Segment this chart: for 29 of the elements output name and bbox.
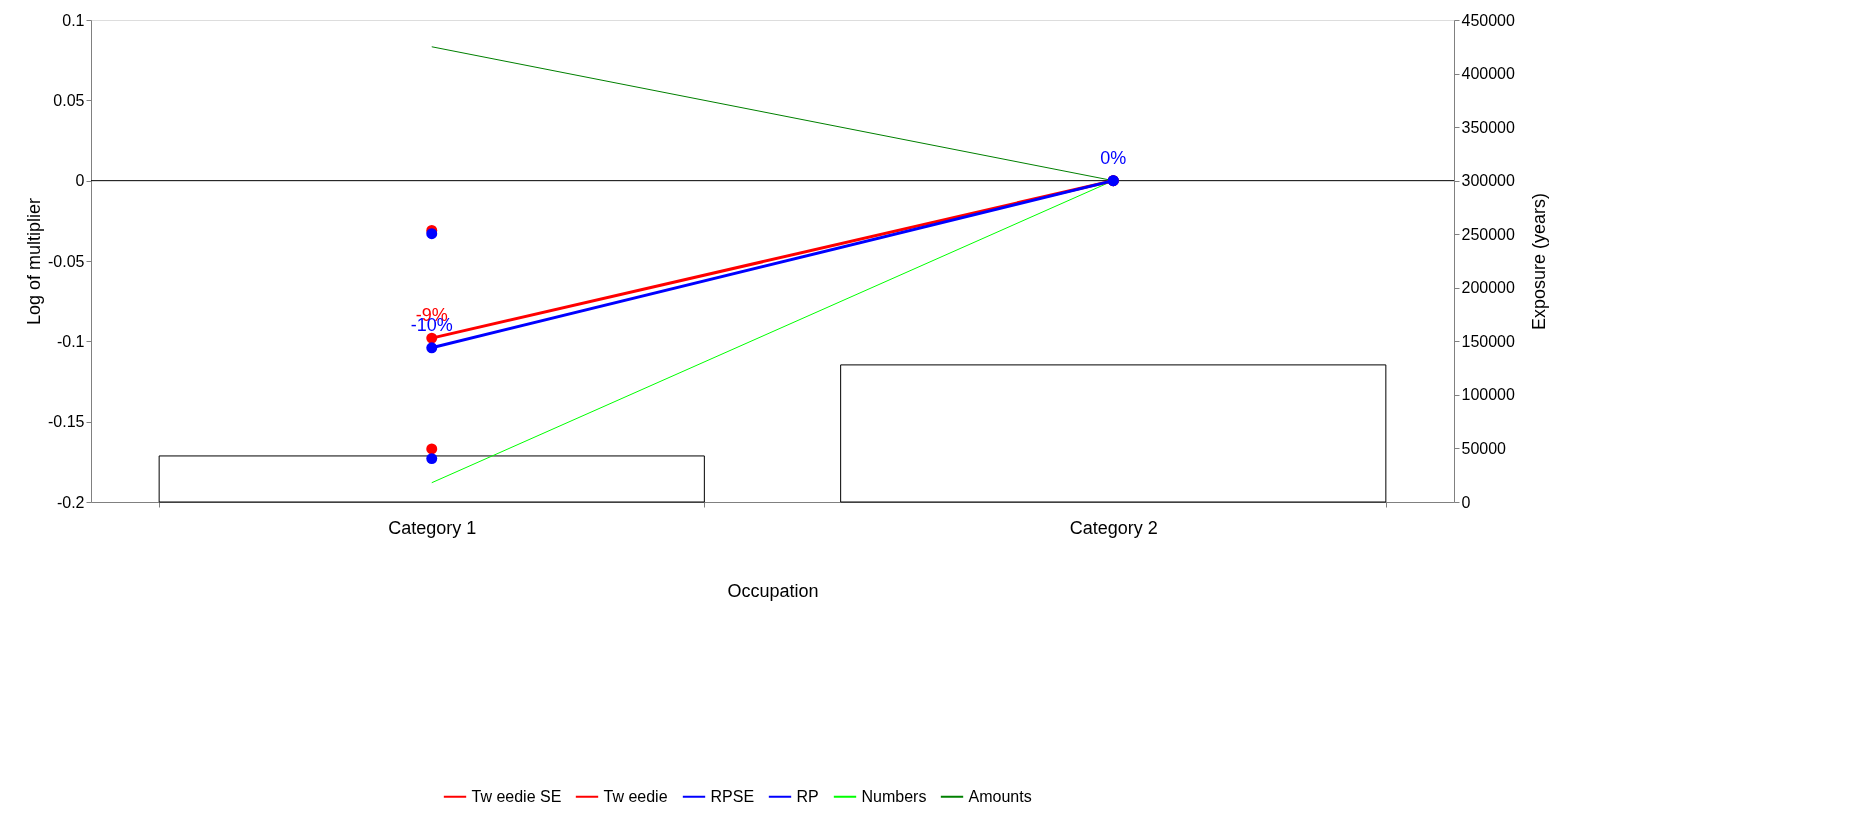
legend-label: Amounts <box>968 787 1032 805</box>
y2-tick-label: 0 <box>1461 493 1471 511</box>
x-axis-title: Occupation <box>727 580 819 601</box>
y2-tick-label: 300000 <box>1461 172 1515 190</box>
y2-tick-label: 100000 <box>1461 386 1515 404</box>
x-tick-label: Category 1 <box>388 517 477 538</box>
y-tick-label: -0.1 <box>56 332 85 350</box>
legend-label: RPSE <box>710 787 755 805</box>
y-tick-label: -0.15 <box>48 413 85 431</box>
y2-tick-label: 200000 <box>1461 279 1515 297</box>
y2-tick-label: 250000 <box>1461 225 1515 243</box>
legend-label: Tw eedie SE <box>471 787 562 805</box>
y-tick-label: 0.05 <box>53 91 85 109</box>
y2-tick-label: 150000 <box>1461 332 1515 350</box>
y-tick-label: -0.2 <box>56 493 85 511</box>
legend-label: Tw eedie <box>603 787 668 805</box>
legend-label: Numbers <box>861 787 927 805</box>
y-axis-title: Log of multiplier <box>24 197 45 326</box>
y2-tick-label: 50000 <box>1461 439 1507 457</box>
y2-axis-title: Exposure (years) <box>1528 192 1549 331</box>
y-tick-label: 0.1 <box>62 11 85 29</box>
x-tick-label: Category 2 <box>1069 517 1158 538</box>
legend-label: RP <box>796 787 819 805</box>
y-tick-label: -0.05 <box>48 252 85 270</box>
y-tick-label: 0 <box>75 172 85 190</box>
y2-tick-label: 400000 <box>1461 65 1515 83</box>
y2-tick-label: 450000 <box>1461 11 1515 29</box>
annotation: 0% <box>1100 147 1127 168</box>
y2-tick-label: 350000 <box>1461 118 1515 136</box>
